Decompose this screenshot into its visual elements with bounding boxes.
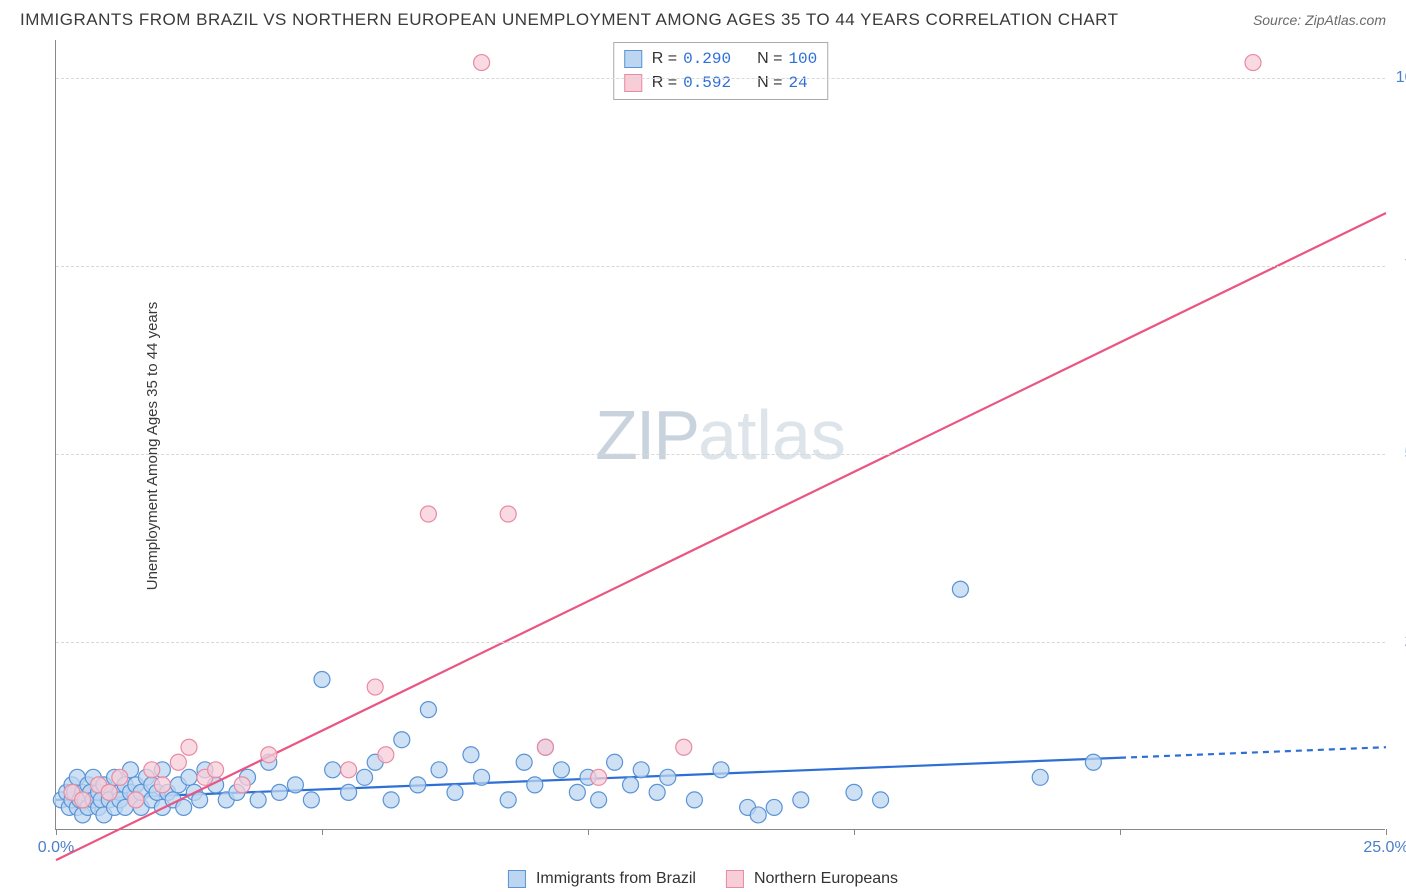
gridline [56, 266, 1385, 267]
x-tick-label: 25.0% [1363, 839, 1406, 857]
plot-area: ZIPatlas R = 0.290N = 100R = 0.592N = 24… [55, 40, 1385, 830]
legend-r-label: R = [652, 47, 677, 71]
legend-n-label: N = [757, 71, 782, 95]
legend-n-value: 100 [788, 47, 817, 71]
legend-n-label: N = [757, 47, 782, 71]
x-tick-label: 0.0% [38, 839, 74, 857]
legend-stats-row: R = 0.290 N = 100 [624, 47, 818, 71]
legend-series-label: Immigrants from Brazil [536, 870, 696, 888]
x-tick-mark [56, 829, 57, 835]
plot-svg [56, 40, 1385, 829]
legend-stats-row: R = 0.592 N = 24 [624, 71, 818, 95]
legend-series-item: Immigrants from Brazil [508, 870, 696, 888]
legend-n-value: 24 [788, 71, 807, 95]
legend-series-label: Northern Europeans [754, 870, 898, 888]
x-tick-mark [1120, 829, 1121, 835]
x-tick-mark [322, 829, 323, 835]
gridline [56, 78, 1385, 79]
gridline [56, 642, 1385, 643]
x-tick-mark [588, 829, 589, 835]
legend-series: Immigrants from Brazil Northern Europeans [508, 870, 898, 888]
legend-stats: R = 0.290 N = 100 R = 0.592 N = 24 [613, 42, 829, 100]
legend-series-item: Northern Europeans [726, 870, 898, 888]
x-tick-mark [1386, 829, 1387, 835]
legend-r-value: 0.592 [683, 71, 731, 95]
legend-r-label: R = [652, 71, 677, 95]
legend-swatch [508, 870, 526, 888]
legend-r-value: 0.290 [683, 47, 731, 71]
legend-swatch [624, 50, 642, 68]
legend-swatch [726, 870, 744, 888]
y-tick-label: 100.0% [1396, 69, 1406, 87]
source-attribution: Source: ZipAtlas.com [1253, 12, 1386, 28]
chart-title: IMMIGRANTS FROM BRAZIL VS NORTHERN EUROP… [20, 10, 1119, 30]
x-tick-mark [854, 829, 855, 835]
gridline [56, 454, 1385, 455]
